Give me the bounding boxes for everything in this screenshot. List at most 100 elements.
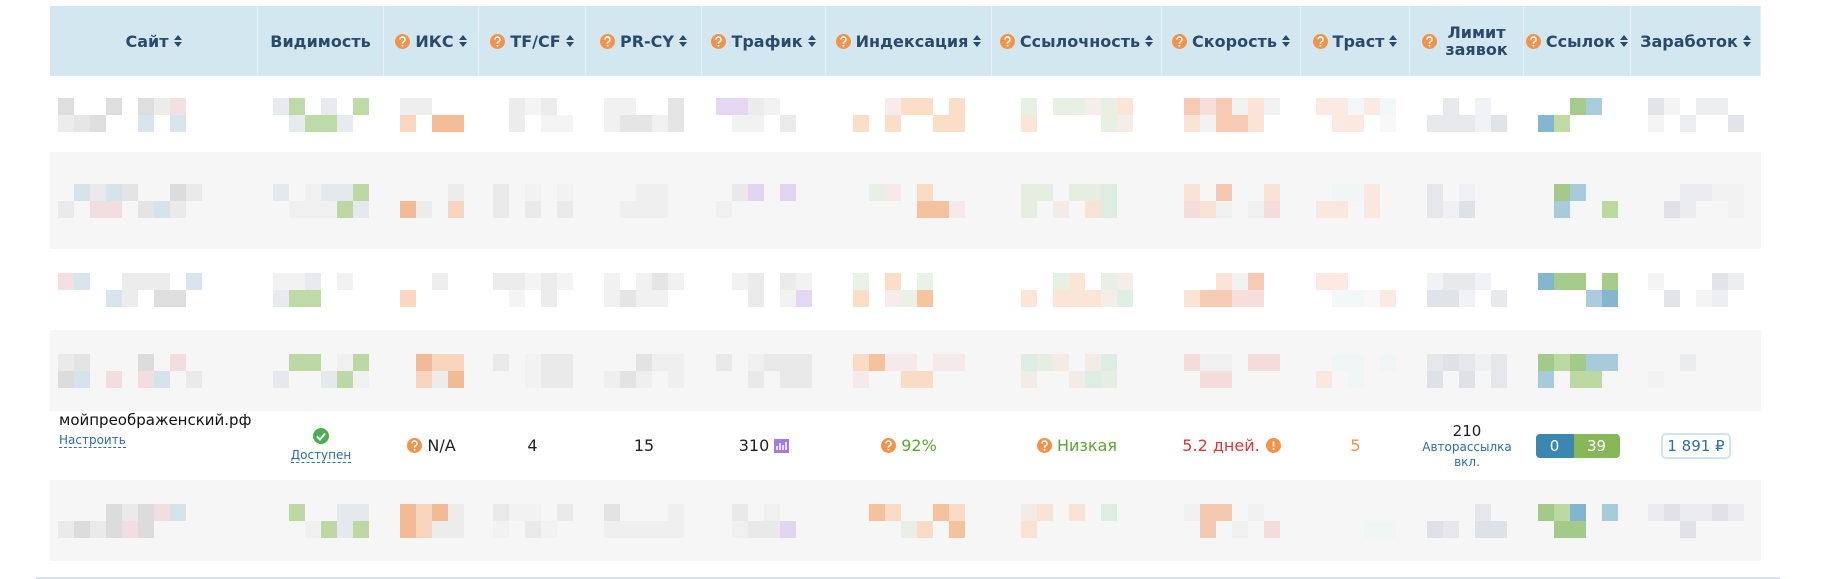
blurred-cell — [1021, 503, 1037, 521]
blurred-cell — [1215, 272, 1232, 290]
blurred-cell — [1021, 370, 1037, 388]
blurred-cell — [1553, 353, 1570, 371]
blurred-cell — [1712, 503, 1728, 521]
blurred-cell — [170, 503, 186, 521]
sort-icon — [1742, 34, 1751, 48]
column-header[interactable]: Скорость — [1162, 6, 1301, 76]
column-header[interactable]: Ссылочность — [992, 6, 1162, 76]
blurred-cell — [540, 98, 557, 115]
column-header[interactable]: Траст — [1301, 6, 1410, 76]
blurred-cell — [636, 353, 652, 371]
blurred-cell — [1101, 115, 1117, 132]
blurred-cell — [431, 353, 448, 371]
blurred-cell — [1475, 272, 1491, 290]
visibility-cell: Доступен — [258, 411, 384, 480]
blurred-cell — [1553, 200, 1570, 218]
blurred-cell — [524, 370, 541, 388]
blurred-cell — [1215, 370, 1232, 388]
blurred-cell — [1315, 520, 1332, 538]
blurred-cell — [636, 200, 652, 218]
blurred-cell — [138, 503, 154, 521]
blurred-cell — [1215, 115, 1232, 132]
blurred-cell — [1199, 370, 1216, 388]
blurred-cell — [1585, 370, 1602, 388]
blurred-cell — [154, 503, 170, 521]
blurred-cell — [1363, 98, 1380, 115]
links-in: 0 — [1535, 433, 1574, 458]
earnings-link[interactable]: 1 891 ₽ — [1661, 432, 1731, 459]
column-header: Видимость — [258, 6, 384, 76]
blurred-cell — [668, 520, 684, 538]
blurred-cell — [399, 520, 416, 538]
blurred-cell — [1537, 115, 1554, 132]
blurred-cell — [1021, 353, 1037, 371]
blurred-cell — [1263, 200, 1280, 218]
blurred-cell — [1537, 503, 1554, 521]
blurred-cell — [1215, 353, 1232, 371]
configure-link[interactable]: Настроить — [59, 433, 126, 448]
blurred-cell — [1648, 115, 1664, 132]
blurred-cell — [106, 183, 122, 201]
blurred-cell — [1427, 289, 1443, 307]
column-header[interactable]: TF/CF — [479, 6, 586, 76]
blurred-cell — [1680, 200, 1696, 218]
limit-note[interactable]: Авторассылка вкл. — [1422, 439, 1512, 469]
blurred-cell — [853, 353, 869, 371]
header-label: Сайт — [125, 31, 169, 51]
warning-icon — [1265, 438, 1281, 453]
blurred-cell — [1117, 98, 1133, 115]
blurred-cell — [1475, 520, 1491, 538]
header-label: PR-CY — [619, 31, 674, 51]
blurred-cell — [1183, 200, 1200, 218]
blurred-cell — [353, 520, 369, 538]
column-header[interactable]: Трафик — [702, 6, 826, 76]
blurred-cell — [431, 503, 448, 521]
blurred-cell — [154, 272, 170, 290]
blurred-cell — [933, 200, 949, 218]
blurred-cell — [949, 520, 965, 538]
blurred-cell — [780, 353, 796, 371]
blurred-cell — [933, 115, 949, 132]
column-header[interactable]: PR-CY — [586, 6, 702, 76]
blurred-cell — [1601, 200, 1618, 218]
blurred-cell — [1601, 503, 1618, 521]
blurred-cell — [796, 370, 812, 388]
blurred-cell — [1101, 289, 1117, 307]
blurred-cell — [1680, 520, 1696, 538]
blurred-cell — [415, 370, 432, 388]
blurred-cell — [1053, 272, 1069, 290]
blurred-cell — [170, 115, 186, 132]
blurred-cell — [1553, 115, 1570, 132]
help-icon — [490, 33, 506, 49]
blurred-cell — [1696, 98, 1712, 115]
blurred-cell — [1648, 370, 1664, 388]
blurred-cell — [636, 272, 652, 290]
blurred-cell — [1215, 98, 1232, 115]
blurred-cell — [289, 353, 305, 371]
blurred-cell — [885, 183, 901, 201]
blurred-cell — [58, 520, 74, 538]
blurred-cell — [305, 272, 321, 290]
column-header[interactable]: Заработок — [1631, 6, 1761, 76]
blurred-cell — [885, 289, 901, 307]
blurred-cell — [154, 370, 170, 388]
chart-icon[interactable] — [774, 438, 790, 453]
blurred-cell — [337, 370, 353, 388]
blurred-cell — [1101, 353, 1117, 371]
prcy-cell: 15 — [586, 411, 702, 480]
header-label: Индексация — [855, 31, 969, 51]
blurred-cell — [273, 370, 289, 388]
blurred-cell — [106, 503, 122, 521]
blurred-cell — [652, 520, 668, 538]
blurred-cell — [1331, 520, 1348, 538]
blurred-cell — [305, 183, 321, 201]
blurred-cell — [748, 115, 764, 132]
column-header[interactable]: ИКС — [384, 6, 479, 76]
column-header[interactable]: Индексация — [826, 6, 992, 76]
blurred-cell — [604, 289, 620, 307]
visibility-link[interactable]: Доступен — [290, 448, 352, 463]
blurred-cell — [1183, 289, 1200, 307]
column-header[interactable]: Сайт — [50, 6, 258, 76]
column-header[interactable]: Ссылок — [1524, 6, 1631, 76]
blurred-cell — [780, 289, 796, 307]
